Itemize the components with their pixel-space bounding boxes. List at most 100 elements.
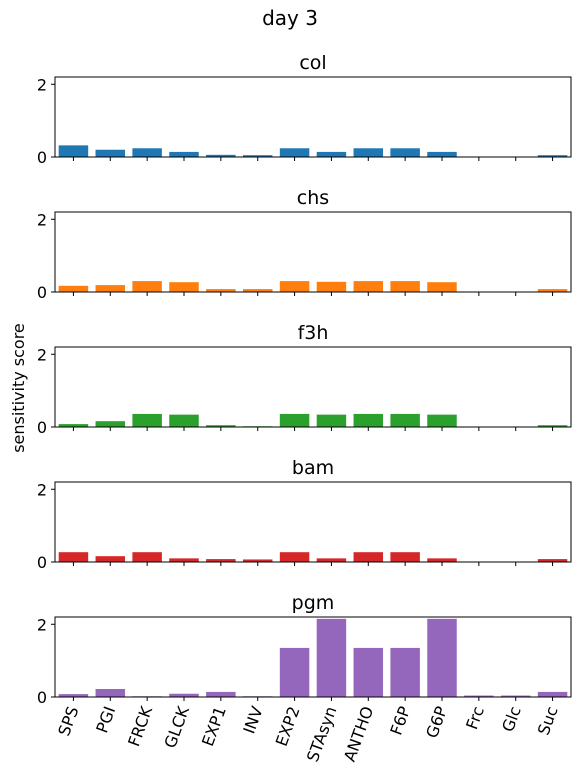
bar-f3h-PGI [95, 421, 126, 427]
x-tick-label: GLCK [160, 703, 193, 750]
bar-bam-G6P [427, 558, 457, 562]
bar-pgm-SPS [58, 694, 89, 697]
x-tick-label: EXP1 [198, 704, 230, 749]
bar-chs-F6P [390, 281, 420, 292]
x-tick-label: INV [239, 704, 266, 737]
bar-col-STAsyn [316, 151, 347, 157]
bar-col-FRCK [132, 148, 162, 157]
bar-pgm-ANTHO [353, 647, 384, 697]
bar-f3h-EXP2 [279, 413, 310, 427]
bar-pgm-EXP1 [206, 691, 236, 697]
bar-col-EXP2 [279, 148, 310, 157]
bar-pgm-G6P [427, 618, 457, 697]
bar-col-ANTHO [353, 148, 384, 157]
bar-chs-STAsyn [316, 281, 347, 292]
axes-frame [54, 616, 572, 698]
y-axis-label: sensitivity score [9, 323, 28, 453]
bar-bam-F6P [390, 552, 420, 562]
bar-col-Suc [537, 155, 568, 157]
panel-title: col [299, 52, 326, 74]
panel-col: col 0 2 [37, 52, 572, 167]
bar-pgm-EXP2 [279, 647, 310, 697]
bar-f3h-Suc [537, 425, 568, 427]
bar-col-GLCK [169, 151, 199, 157]
bar-pgm-F6P [390, 647, 420, 697]
axes-frame [54, 346, 572, 428]
panel-title: bam [292, 457, 334, 479]
bar-chs-ANTHO [353, 281, 384, 292]
panel-title: f3h [298, 322, 329, 344]
bar-bam-INV [242, 559, 273, 562]
bar-f3h-EXP1 [206, 425, 236, 427]
x-tick-label: Glc [498, 704, 525, 735]
bar-chs-EXP2 [279, 281, 310, 292]
x-tick-label: G6P [422, 703, 451, 740]
bar-f3h-ANTHO [353, 413, 384, 427]
axes-frame [54, 211, 572, 293]
y-tick-label: 0 [37, 148, 47, 167]
bar-pgm-Glc [500, 695, 531, 697]
y-tick-label: 2 [37, 75, 47, 94]
bar-bam-FRCK [132, 552, 162, 562]
y-tick-label: 0 [37, 688, 47, 707]
bar-bam-EXP1 [206, 559, 236, 562]
bar-bam-STAsyn [316, 558, 347, 562]
axes-frame [54, 76, 572, 158]
bar-col-EXP1 [206, 154, 236, 157]
panel-pgm: pgm 0 2 SPS PGI FRCK GLCK EXP1 INV EXP2 STAsyn ANTH… [37, 592, 572, 765]
bar-col-INV [242, 155, 273, 157]
x-tick-label: ANTHO [340, 704, 377, 764]
y-tick-label: 0 [37, 418, 47, 437]
bar-bam-EXP2 [279, 552, 310, 562]
bar-col-SPS [58, 145, 89, 157]
y-tick-label: 2 [37, 615, 47, 634]
bar-bam-GLCK [169, 558, 199, 562]
bar-chs-Suc [537, 289, 568, 292]
y-tick-label: 2 [37, 345, 47, 364]
bar-pgm-Suc [537, 691, 568, 697]
x-tick-label: FRCK [124, 703, 156, 749]
bar-bam-SPS [58, 552, 89, 562]
bar-chs-FRCK [132, 281, 162, 292]
bar-chs-GLCK [169, 282, 199, 292]
bar-f3h-G6P [427, 414, 457, 427]
panel-title: pgm [292, 592, 335, 614]
panel-title: chs [297, 187, 329, 209]
bar-f3h-GLCK [169, 414, 199, 427]
bar-f3h-FRCK [132, 413, 162, 427]
x-tick-label: PGI [92, 704, 119, 736]
bar-chs-EXP1 [206, 289, 236, 292]
x-tick-label: Frc [462, 704, 488, 732]
bar-pgm-STAsyn [316, 618, 347, 697]
bar-bam-PGI [95, 556, 126, 562]
x-tick-label: Suc [534, 704, 562, 738]
bar-col-G6P [427, 151, 457, 157]
bar-chs-PGI [95, 285, 126, 292]
x-tick-label: STAsyn [303, 704, 341, 765]
panel-f3h: f3h 0 2 [37, 322, 572, 437]
bar-pgm-GLCK [169, 693, 199, 697]
figure-title: day 3 [262, 6, 318, 30]
bar-f3h-STAsyn [316, 414, 347, 427]
axes-frame [54, 481, 572, 563]
bar-chs-INV [242, 289, 273, 292]
x-tick-label: F6P [386, 703, 414, 737]
bar-chs-G6P [427, 282, 457, 292]
bar-pgm-PGI [95, 689, 126, 697]
y-tick-label: 2 [37, 210, 47, 229]
bar-bam-ANTHO [353, 552, 384, 562]
panel-bam: bam 0 2 [37, 457, 572, 572]
bar-chs-SPS [58, 285, 89, 292]
bar-col-PGI [95, 149, 126, 157]
y-tick-label: 2 [37, 480, 47, 499]
bar-col-F6P [390, 148, 420, 157]
x-tick-label: SPS [54, 704, 82, 739]
bar-f3h-SPS [58, 424, 89, 427]
x-tick-label: EXP2 [272, 704, 304, 749]
bar-f3h-F6P [390, 413, 420, 427]
bar-bam-Suc [537, 559, 568, 562]
bar-pgm-Frc [464, 695, 494, 697]
panel-chs: chs 0 2 [37, 187, 572, 302]
